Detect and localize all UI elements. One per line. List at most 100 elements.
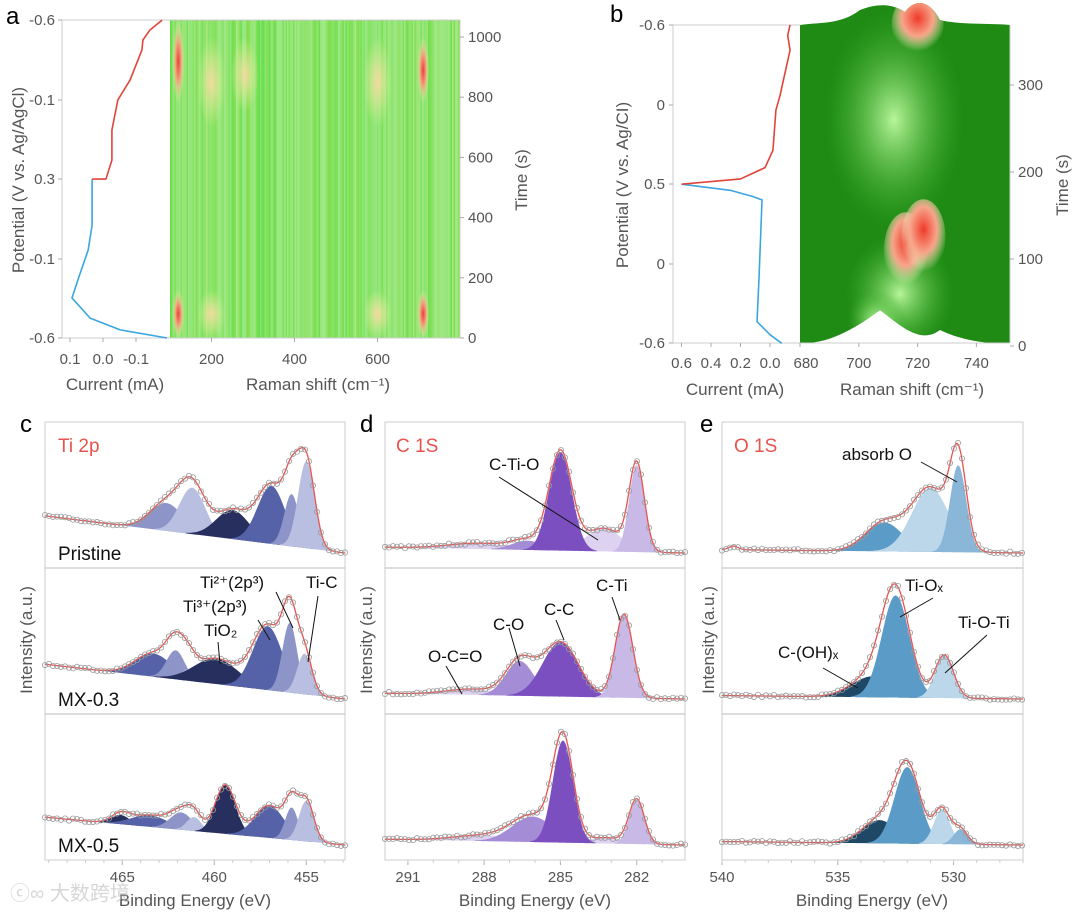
panel-a: -0.6 -0.1 0.3 -0.1 -0.6 0.1 0.0 -0.1 200 400 600 0 2… — [9, 12, 531, 394]
data-point — [465, 685, 472, 692]
heatmap-stripe — [293, 20, 295, 338]
data-point — [481, 686, 488, 693]
data-point — [325, 694, 332, 701]
data-point — [313, 683, 320, 690]
data-point — [229, 793, 236, 800]
heatmap-band-600 — [363, 289, 392, 338]
heatmap-stripe — [372, 20, 375, 338]
data-point — [566, 747, 573, 754]
data-point — [185, 640, 192, 647]
heatmap-stripe — [435, 20, 438, 338]
heatmap-stripe — [254, 20, 256, 338]
heatmap-stripe — [341, 20, 343, 338]
data-point — [381, 835, 388, 842]
heatmap-stripe — [231, 20, 234, 338]
heatmap-stripe — [395, 20, 397, 338]
data-point — [485, 683, 492, 690]
data-point — [783, 692, 790, 699]
data-point — [755, 547, 762, 554]
data-point — [534, 654, 541, 661]
data-point — [586, 832, 593, 839]
data-point — [939, 653, 946, 660]
raman-surface-b — [800, 2, 1010, 344]
data-point — [329, 694, 336, 701]
data-point — [562, 641, 569, 648]
data-point — [654, 840, 661, 847]
data-point — [78, 817, 85, 824]
data-point — [86, 665, 93, 672]
data-point — [193, 652, 200, 659]
panel-e-o1s: 540 535 530 — [709, 421, 1026, 886]
data-point — [891, 514, 898, 521]
data-point — [943, 476, 950, 483]
heatmap-band-120 — [172, 20, 185, 104]
data-point — [835, 546, 842, 553]
data-point — [783, 839, 790, 846]
data-point — [887, 515, 894, 522]
data-point — [1019, 549, 1026, 556]
data-point — [931, 484, 938, 491]
data-point — [173, 628, 180, 635]
heatmap-stripe — [315, 20, 318, 338]
data-point — [610, 835, 617, 842]
data-point — [273, 619, 280, 626]
x-tick-label: 600 — [365, 351, 390, 368]
heatmap-band-200 — [197, 289, 226, 338]
data-point — [743, 839, 750, 846]
data-point — [598, 834, 605, 841]
data-point — [666, 548, 673, 555]
data-point — [951, 818, 958, 825]
data-point — [82, 665, 89, 672]
panel-title-c: Ti 2p — [58, 436, 100, 457]
data-point — [157, 810, 164, 817]
data-point — [497, 674, 504, 681]
data-point — [666, 842, 673, 849]
data-point — [859, 669, 866, 676]
annotation-ti2plus: Ti²⁺(2p³) — [200, 573, 264, 592]
data-point — [417, 543, 424, 550]
data-point — [177, 631, 184, 638]
panel-c-ti2p: 465 460 455 — [42, 421, 348, 886]
data-point — [169, 487, 176, 494]
data-point — [225, 659, 232, 666]
data-point — [650, 538, 657, 545]
data-point — [401, 690, 408, 697]
x-axis-label-e: Binding Energy (eV) — [796, 891, 948, 910]
leader-line — [944, 634, 988, 674]
data-point — [759, 694, 766, 701]
data-point — [891, 581, 898, 588]
data-point — [425, 542, 432, 549]
heatmap-stripe — [176, 20, 178, 338]
data-point — [662, 695, 669, 702]
data-point — [317, 834, 324, 841]
data-point — [341, 695, 348, 702]
panel-label-e: e — [700, 411, 713, 438]
heatmap-stripe — [282, 20, 285, 338]
data-point — [114, 521, 121, 528]
data-point — [102, 816, 109, 823]
data-point — [719, 839, 726, 846]
data-point — [237, 811, 244, 818]
data-point — [999, 549, 1006, 556]
data-point — [157, 644, 164, 651]
data-point — [173, 482, 180, 489]
data-point — [273, 804, 280, 811]
data-point — [229, 660, 236, 667]
x-tick-label: 291 — [395, 869, 420, 886]
heatmap-stripe — [444, 20, 447, 338]
data-point — [253, 494, 260, 501]
data-point — [911, 648, 918, 655]
data-point — [46, 815, 53, 822]
data-point — [1015, 550, 1022, 557]
data-point — [110, 522, 117, 529]
heatmap-band-280 — [230, 37, 259, 113]
heatmap-stripe — [255, 20, 258, 338]
data-point — [249, 639, 256, 646]
leader-line — [899, 597, 934, 618]
data-point — [867, 818, 874, 825]
data-point — [811, 548, 818, 555]
data-point — [141, 811, 148, 818]
data-point — [791, 692, 798, 699]
heatmap-stripe — [447, 20, 450, 338]
data-point — [269, 480, 276, 487]
